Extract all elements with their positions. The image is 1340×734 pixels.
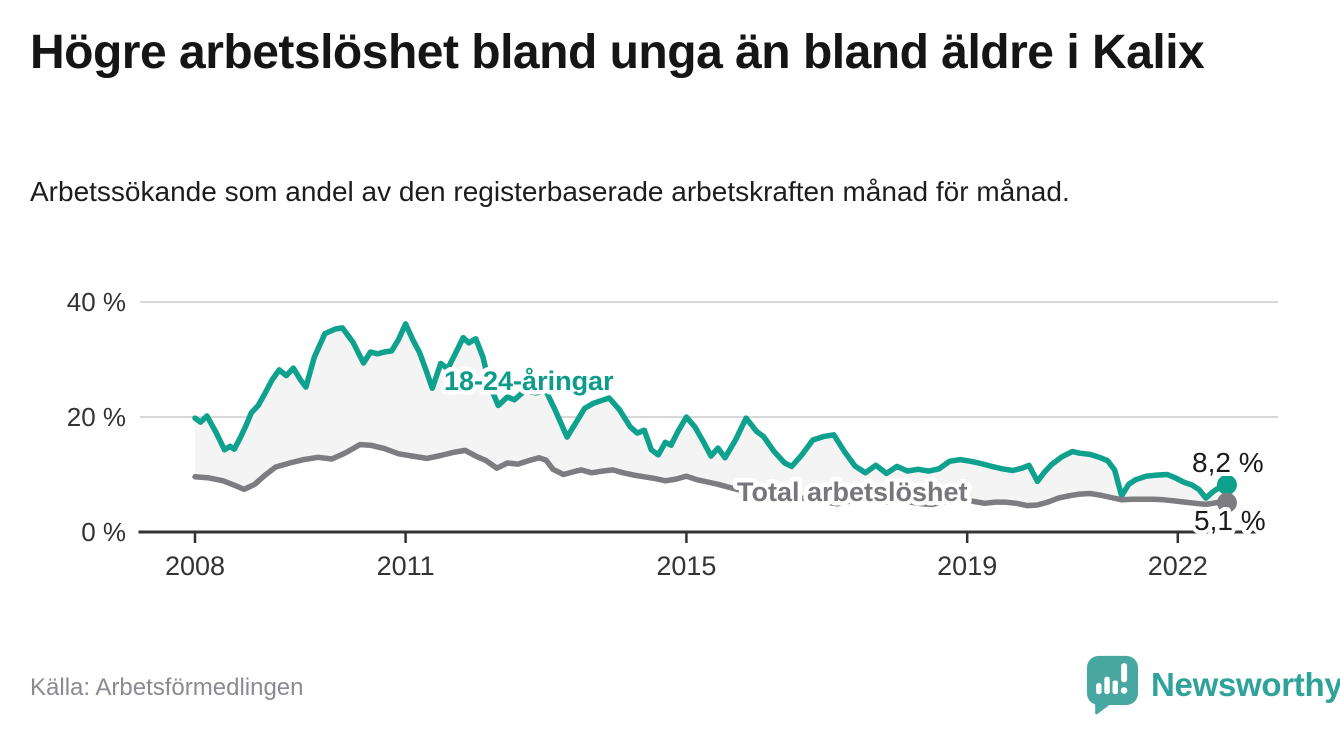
end-value-label-18-24-aringar: 8,2 % (1192, 447, 1264, 478)
newsworthy-brand: Newsworthy (1085, 654, 1340, 716)
series-label-total-arbetsloshet: Total arbetslöshet (737, 477, 968, 507)
end-dot-total-arbetsloshet (1216, 492, 1237, 513)
x-tick-label: 2008 (165, 551, 225, 581)
x-tick-label: 2019 (937, 551, 997, 581)
y-tick-label: 0 % (81, 517, 126, 547)
chart-title: Högre arbetslöshet bland unga än bland ä… (30, 26, 1205, 79)
y-tick-label: 20 % (67, 402, 126, 432)
series-line-18-24-aringar (192, 321, 1230, 501)
series-line-total-arbetsloshet (192, 441, 1230, 509)
chart-subtitle: Arbetssökande som andel av den registerb… (30, 176, 1070, 207)
x-tick-label: 2011 (377, 551, 435, 581)
x-tick-label: 2015 (656, 551, 716, 581)
newsworthy-logo-icon (1086, 655, 1139, 715)
y-tick-label: 40 % (67, 287, 126, 317)
end-dot-18-24-aringar (1216, 474, 1237, 495)
source-note: Källa: Arbetsförmedlingen (30, 674, 304, 701)
series-label-18-24-aringar: 18-24-åringar (444, 366, 614, 396)
newsworthy-wordmark: Newsworthy (1151, 666, 1340, 703)
end-value-label-total-arbetsloshet: 5,1 % (1194, 505, 1266, 536)
logo-barchart-glyph (1096, 663, 1128, 695)
band-fill-between-series (195, 323, 1227, 506)
x-tick-label: 2022 (1148, 551, 1208, 581)
